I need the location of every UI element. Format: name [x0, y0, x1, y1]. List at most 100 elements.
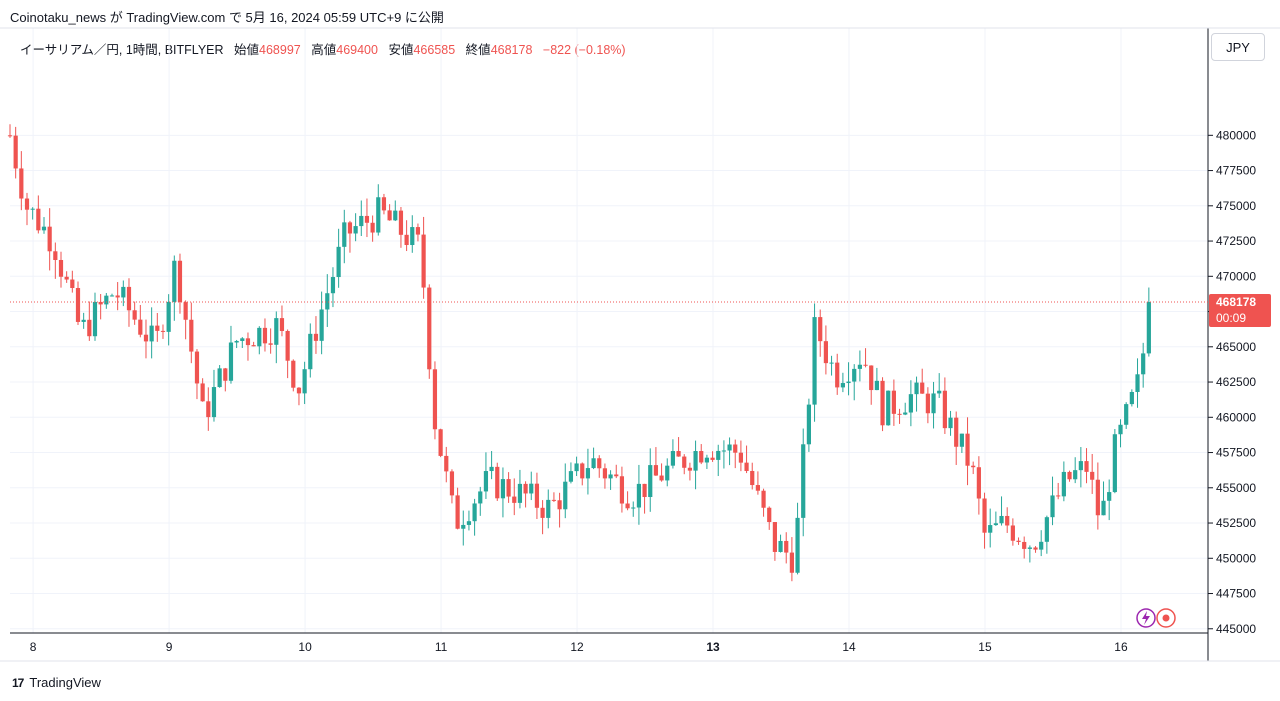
candle-down: [540, 507, 545, 518]
candle-up: [1129, 391, 1134, 405]
candle-up: [812, 317, 817, 405]
candle-up: [591, 458, 596, 469]
candle-up: [852, 368, 857, 382]
candle-down: [495, 466, 500, 499]
candle-down: [891, 390, 896, 414]
low-value: 466585: [413, 43, 456, 57]
candle-up: [319, 309, 324, 341]
candle-down: [982, 498, 987, 533]
candle-up: [914, 382, 919, 395]
candle-up: [778, 540, 783, 552]
y-tick-label: 480000: [1216, 128, 1256, 142]
candle-down: [364, 215, 370, 223]
tradingview-logo-icon: 17: [12, 675, 24, 690]
candle-down: [642, 483, 647, 498]
candle-down: [19, 168, 24, 199]
candle-up: [92, 301, 98, 337]
high-label: 高値: [311, 43, 337, 57]
candle-up: [608, 474, 613, 479]
candle-down: [767, 507, 772, 523]
candle-down: [1016, 540, 1021, 542]
candle-up: [274, 318, 279, 345]
candle-down: [614, 474, 619, 477]
candle-down: [597, 458, 602, 469]
candle-down: [438, 429, 443, 456]
candle-up: [1050, 495, 1055, 518]
candle-up: [806, 404, 811, 445]
candle-up: [1101, 500, 1106, 516]
tradingview-footer[interactable]: 17 TradingView: [12, 675, 101, 690]
candles: [7, 124, 1151, 582]
y-tick-label: 447500: [1216, 587, 1256, 601]
candle-down: [206, 401, 211, 418]
candle-down: [602, 468, 608, 479]
candle-up: [670, 451, 676, 466]
candle-up: [217, 368, 222, 388]
candle-down: [36, 208, 41, 231]
y-tick-label: 452500: [1216, 516, 1256, 530]
candle-down: [268, 343, 273, 345]
currency-button[interactable]: JPY: [1211, 33, 1265, 61]
candle-down: [1022, 541, 1027, 549]
candle-up: [489, 466, 494, 472]
candle-down: [755, 485, 761, 491]
candle-down: [347, 222, 353, 234]
candle-down: [444, 455, 449, 472]
lightning-glyph: [1142, 611, 1150, 625]
record-glyph: [1162, 614, 1170, 622]
candle-down: [75, 288, 81, 322]
x-tick-label: 12: [570, 640, 584, 654]
y-tick-label: 475000: [1216, 199, 1256, 213]
open-value: 468997: [259, 43, 301, 57]
candle-down: [291, 360, 296, 388]
candle-up: [1124, 404, 1129, 425]
candle-down: [976, 467, 981, 499]
candle-down: [160, 330, 166, 332]
candle-down: [1033, 547, 1038, 550]
candle-up: [1078, 461, 1083, 471]
last-price-badge: [1209, 293, 1271, 327]
candle-down: [551, 499, 557, 501]
candle-up: [716, 450, 721, 460]
candle-down: [1056, 495, 1061, 497]
candle-down: [381, 197, 387, 211]
y-tick-label: 457500: [1216, 446, 1256, 460]
candle-up: [563, 481, 568, 510]
candle-up: [1112, 434, 1117, 493]
x-tick-label: 13: [706, 640, 720, 654]
candle-down: [313, 333, 319, 341]
candle-down: [262, 327, 268, 344]
candle-down: [784, 540, 789, 553]
candle-down: [676, 451, 681, 457]
candle-up: [721, 450, 727, 452]
candle-up: [636, 483, 642, 508]
candle-up: [665, 465, 670, 481]
candle-down: [512, 496, 517, 503]
candle-down: [750, 470, 755, 486]
candle-up: [1039, 541, 1044, 550]
candle-down: [126, 286, 132, 311]
candle-down: [70, 279, 75, 289]
candle-up: [704, 457, 710, 463]
candle-down: [251, 345, 256, 347]
candle-up: [478, 491, 483, 504]
candle-down: [421, 234, 426, 288]
candle-down: [580, 463, 585, 479]
x-tick-label: 14: [842, 640, 856, 654]
candle-down: [1095, 479, 1100, 516]
candle-down: [432, 369, 438, 430]
candle-down: [523, 483, 528, 494]
candle-down: [1084, 461, 1089, 472]
y-tick-label: 460000: [1216, 410, 1256, 424]
candle-up: [1044, 517, 1049, 542]
candle-down: [132, 310, 137, 320]
candle-up: [121, 286, 126, 298]
candle-down: [744, 462, 749, 471]
candle-down: [534, 483, 540, 508]
candle-down: [506, 479, 511, 497]
symbol-name[interactable]: イーサリアム／円, 1時間, BITFLYER: [20, 43, 224, 57]
candle-down: [965, 433, 970, 466]
candle-up: [886, 390, 891, 426]
candle-down: [818, 317, 823, 342]
